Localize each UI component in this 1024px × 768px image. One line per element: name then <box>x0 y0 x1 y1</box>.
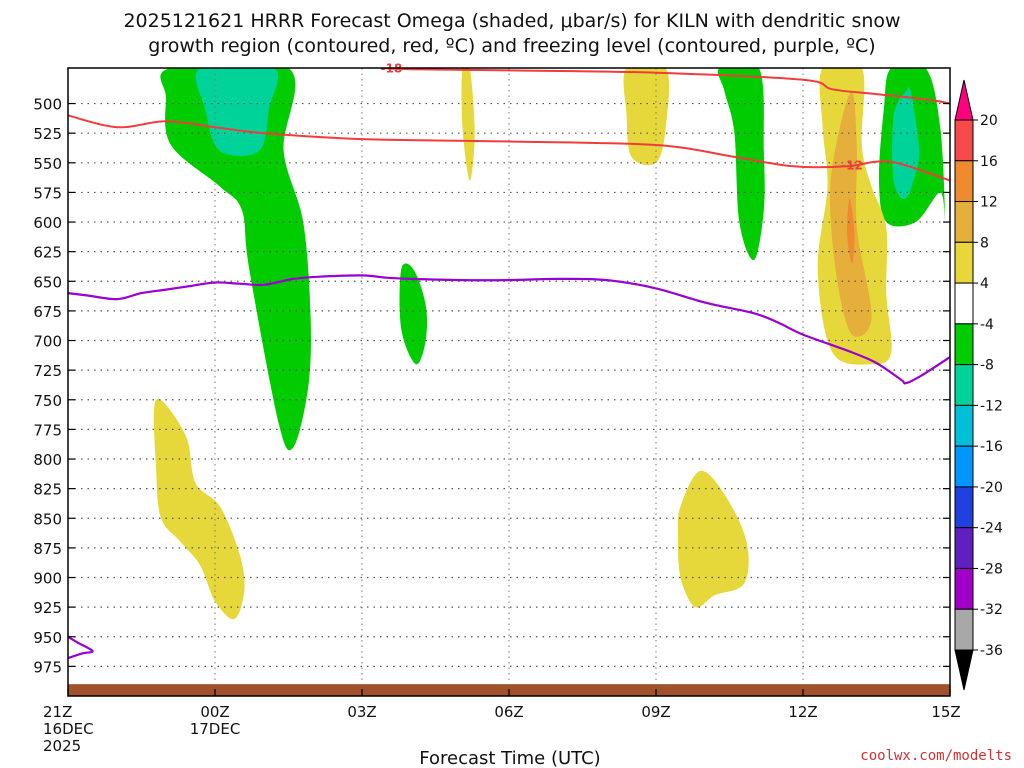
colorbar-swatch-1 <box>954 119 974 162</box>
x-tick-label-3-1: 17DEC <box>190 720 241 738</box>
y-tick-label-625: 625 <box>33 244 62 262</box>
omega-region-2 <box>399 263 428 365</box>
colorbar-label-5: -4 <box>980 317 994 333</box>
contour-lines-layer <box>68 68 950 660</box>
dgz-contour-1 <box>68 114 950 182</box>
credit-text: coolwx.com/modelts <box>860 748 1012 764</box>
x-axis-label: Forecast Time (UTC) <box>419 748 600 768</box>
colorbar-label-6: -8 <box>980 358 994 374</box>
omega-region-12 <box>677 470 749 608</box>
x-tick-label-0-2: 2025 <box>43 737 81 755</box>
colorbar-swatch-12 <box>954 567 974 610</box>
x-tick-label-0-1: 16DEC <box>43 720 94 738</box>
colorbar-swatch-13 <box>954 608 974 651</box>
colorbar-bottom-triangle <box>954 649 974 691</box>
colorbar-label-3: 8 <box>980 235 989 251</box>
omega-shading-layer <box>68 68 950 696</box>
colorbar-swatch-5 <box>954 282 974 325</box>
y-tick-label-950: 950 <box>33 629 62 647</box>
x-tick-label-0-0: 21Z <box>43 703 72 721</box>
y-tick-label-500: 500 <box>33 96 62 114</box>
omega-region-10 <box>461 68 475 181</box>
y-tick-label-775: 775 <box>33 421 62 439</box>
grid-lines <box>68 68 950 696</box>
colorbar-label-11: -28 <box>980 561 1003 577</box>
x-tick-label-12-0: 09Z <box>641 703 670 721</box>
chart-title-line2: growth region (contoured, red, ºC) and f… <box>148 35 875 57</box>
y-tick-label-850: 850 <box>33 510 62 528</box>
omega-region-0 <box>160 68 311 451</box>
colorbar-swatch-3 <box>954 201 974 243</box>
colorbar: 20 16 12 8 4 -4 -8 -12 -16 -20 -24 -28 -32 -36 <box>954 79 1003 691</box>
y-tick-label-800: 800 <box>33 451 62 469</box>
colorbar-label-8: -16 <box>980 439 1003 455</box>
colorbar-label-1: 16 <box>980 154 998 170</box>
colorbar-label-10: -24 <box>980 521 1003 537</box>
omega-region-9 <box>847 198 855 264</box>
freezing-level-contour-0 <box>68 274 950 385</box>
omega-region-11 <box>153 398 245 620</box>
colorbar-label-2: 12 <box>980 195 998 211</box>
x-tick-label-15-0: 12Z <box>788 703 817 721</box>
colorbar-label-4: 4 <box>980 276 989 292</box>
omega-region-5 <box>892 87 920 199</box>
colorbar-label-9: -20 <box>980 480 1003 496</box>
y-tick-label-575: 575 <box>33 184 62 202</box>
colorbar-swatch-8 <box>954 404 974 447</box>
y-tick-label-650: 650 <box>33 273 62 291</box>
y-tick-label-550: 550 <box>33 155 62 173</box>
colorbar-swatch-7 <box>954 364 974 406</box>
colorbar-swatch-6 <box>954 323 974 366</box>
y-tick-label-875: 875 <box>33 540 62 558</box>
y-tick-label-750: 750 <box>33 392 62 410</box>
x-tick-label-6-0: 03Z <box>347 703 376 721</box>
colorbar-swatch-10 <box>954 486 974 529</box>
colorbar-top-triangle <box>954 79 974 121</box>
colorbar-swatch-9 <box>954 445 974 488</box>
colorbar-label-7: -12 <box>980 398 1003 414</box>
colorbar-swatch-11 <box>954 527 974 569</box>
y-tick-label-925: 925 <box>33 599 62 617</box>
y-tick-label-725: 725 <box>33 362 62 380</box>
y-axis-ticks: 500 525 550 575 600 625 650 675 700 725 750 775 800 8… <box>33 96 950 676</box>
omega-region-1 <box>195 68 279 157</box>
dgz-contour-label-1: -12 <box>841 159 863 173</box>
colorbar-swatch-4 <box>954 241 974 284</box>
omega-region-3 <box>717 68 765 261</box>
y-tick-label-975: 975 <box>33 658 62 676</box>
omega-region-6 <box>623 68 670 166</box>
y-tick-label-700: 700 <box>33 333 62 351</box>
x-tick-label-9-0: 06Z <box>494 703 523 721</box>
colorbar-swatch-2 <box>954 160 974 203</box>
y-tick-label-825: 825 <box>33 481 62 499</box>
chart-title-line1: 2025121621 HRRR Forecast Omega (shaded, … <box>123 10 900 32</box>
colorbar-label-13: -36 <box>980 643 1003 659</box>
y-tick-label-675: 675 <box>33 303 62 321</box>
y-tick-label-600: 600 <box>33 214 62 232</box>
x-tick-label-18-0: 15Z <box>931 703 960 721</box>
colorbar-label-12: -32 <box>980 602 1003 618</box>
y-tick-label-525: 525 <box>33 125 62 143</box>
x-tick-label-3-0: 00Z <box>200 703 229 721</box>
y-tick-label-900: 900 <box>33 570 62 588</box>
freezing-level-contour-1 <box>68 635 94 660</box>
colorbar-label-0: 20 <box>980 113 998 129</box>
dgz-contour-0 <box>381 68 950 105</box>
